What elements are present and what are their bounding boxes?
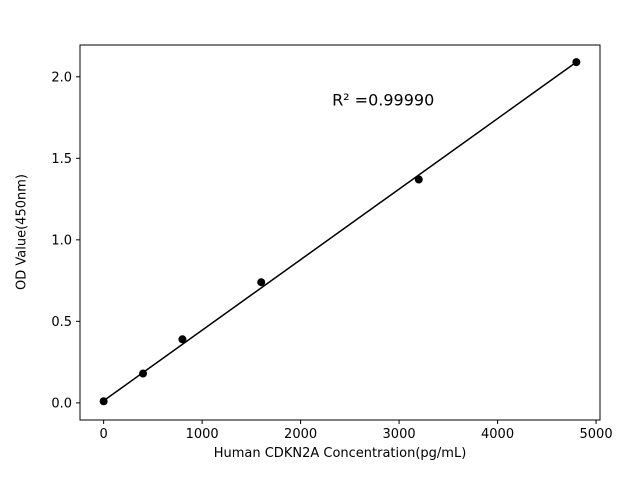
x-tick-label: 5000 (580, 427, 613, 442)
data-point (414, 175, 423, 184)
y-tick-label: 2.0 (51, 70, 72, 85)
data-point (178, 335, 187, 344)
fit-line (103, 61, 577, 402)
x-tick-label: 0 (99, 427, 107, 442)
x-tick-label: 4000 (481, 427, 514, 442)
x-tick-label: 1000 (186, 427, 219, 442)
data-point (139, 369, 148, 378)
y-tick-label: 1.0 (51, 233, 72, 248)
y-tick-label: 1.5 (51, 152, 72, 167)
y-axis-label: OD Value(450nm) (14, 174, 30, 290)
data-point (99, 397, 108, 406)
data-point (257, 278, 266, 287)
r-squared-annotation: R² =0.99990 (332, 90, 435, 110)
y-tick-label: 0.5 (51, 315, 72, 330)
axes-box (79, 44, 601, 421)
data-point (572, 58, 581, 67)
y-tick-label: 0.0 (51, 396, 72, 411)
x-tick-label: 2000 (284, 427, 317, 442)
x-axis-label: Human CDKN2A Concentration(pg/mL) (213, 446, 467, 461)
x-tick-label: 3000 (383, 427, 416, 442)
